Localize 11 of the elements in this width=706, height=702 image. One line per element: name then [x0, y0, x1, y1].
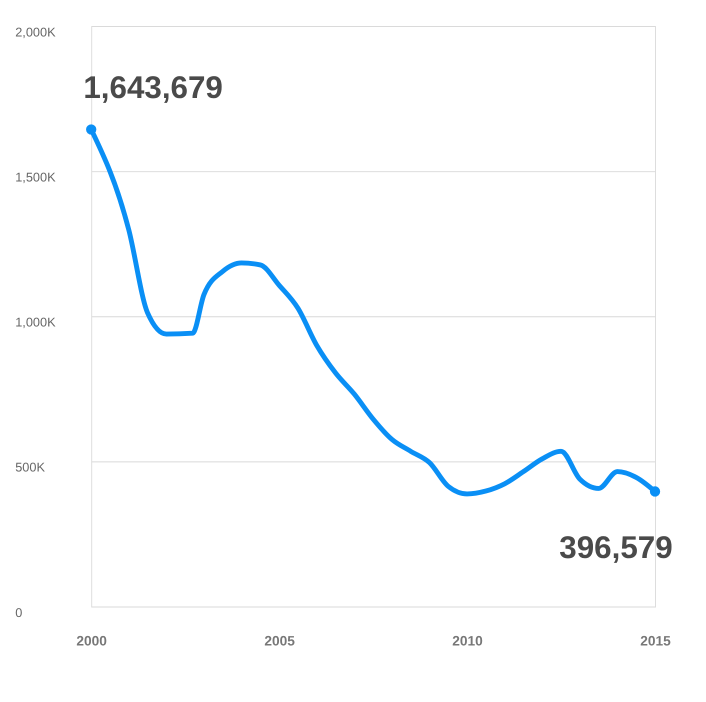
y-tick-label: 500K — [15, 460, 46, 475]
data-label: 396,579 — [559, 530, 673, 566]
y-tick-label: 1,000K — [15, 314, 56, 330]
y-tick-label: 1,500K — [15, 169, 56, 184]
data-label: 1,643,679 — [83, 70, 223, 106]
x-tick-label: 2005 — [264, 633, 296, 648]
x-tick-label: 2010 — [452, 633, 484, 648]
y-tick-label: 0 — [15, 604, 22, 620]
x-tick-label: 2015 — [640, 633, 672, 648]
x-tick-label: 2000 — [76, 633, 108, 648]
y-tick-label: 2,000K — [15, 24, 56, 40]
